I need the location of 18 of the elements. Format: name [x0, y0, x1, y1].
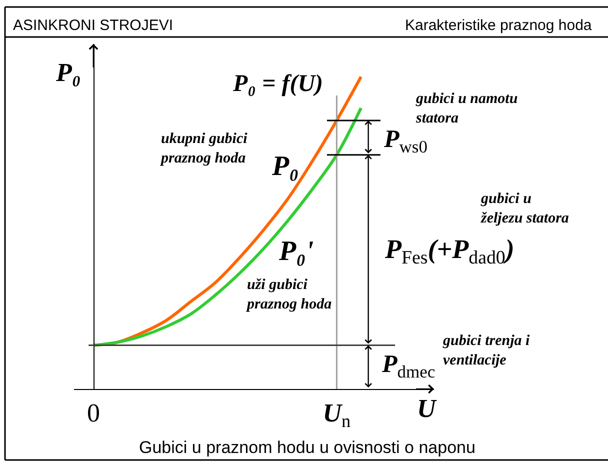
text: gubici trenja i ventilacije: [442, 333, 531, 368]
annotation: P₀': [278, 236, 314, 267]
annotation: uži gubici praznog hoda: [245, 277, 332, 312]
annotation: P₀ = f(U): [232, 71, 324, 97]
text: Karakteristike praznog hoda: [405, 17, 592, 34]
y-axis-title: P₀: [271, 151, 299, 182]
x-axis-title: U: [417, 394, 437, 423]
chart-title: ASINKRONI STROJEVI: [13, 16, 174, 34]
text: Gubici u praznom hodu u ovisnosti o naponu: [139, 438, 476, 457]
text: gubici u željezu statora: [480, 191, 570, 226]
annotation: P$_{Fes}$(+P$_{dad0}$): [384, 234, 514, 269]
annotation: ukupni gubici praznog hoda: [159, 131, 248, 166]
annotation: P$_{ws0}$: [383, 126, 428, 156]
annotation: P$_{dmec}$: [381, 351, 436, 382]
text: gubici u namotu statora: [415, 91, 518, 126]
text: P₀: [55, 58, 81, 87]
x-tick-label: 0: [86, 398, 100, 428]
x-tick-label: U$_{n}$: [322, 398, 351, 431]
